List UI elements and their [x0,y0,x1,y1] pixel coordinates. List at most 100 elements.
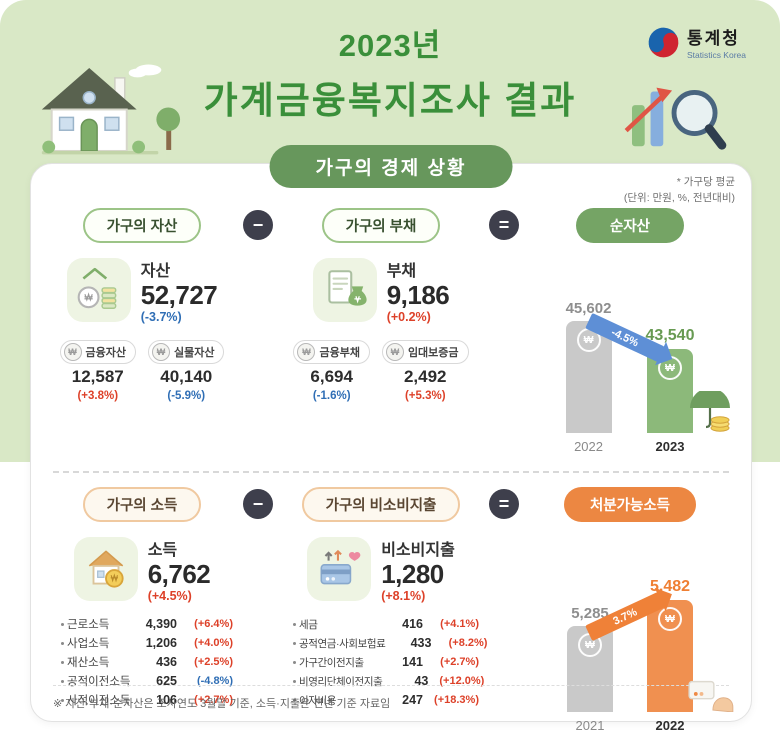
bar-2022: 5,482 ₩ 2022 [647,578,693,734]
expenditure-icon [307,537,372,602]
disposable-income-badge: 처분가능소득 [563,487,697,522]
agency-subtitle: Statistics Korea [686,50,746,60]
bullet-icon [60,622,64,626]
expenditure-breakdown-list: 세금 416 (+4.1%) 공적연금·사회보험료 433 (+8.2%) 가구… [289,615,487,710]
financial-assets-stat: ₩ 금융자산 12,587 (+3.8%) [59,339,136,402]
list-item: 공적연금·사회보험료 433 (+8.2%) [289,634,487,653]
financial-debt-value: 6,694 [310,366,353,386]
list-item: 재산소득 436 (+2.5%) [57,653,233,672]
list-item: 세금 416 (+4.1%) [289,615,479,634]
rental-deposit-label: 임대보증금 [407,346,459,359]
net-assets-chart: 45,602 ₩ 2022 43,540 ₩ 2023 [527,257,733,455]
row-income: 가구의 소득 소득 6,762 (+4.5 [31,487,751,734]
unit-note-line1: * 가구당 평균 [676,176,735,188]
income-label: 소득 [147,542,178,559]
bullet-icon [292,660,296,664]
bar-2022: 45,602 ₩ 2022 [565,300,612,455]
financial-debt-change: (-1.6%) [312,389,351,402]
debt-change: (+0.2%) [386,309,431,324]
section-banner: 가구의 경제 상황 [269,145,513,188]
debt-badge: 가구의 부채 [321,208,441,243]
house-illustration [41,64,181,155]
won-coin-icon: ₩ [385,342,404,361]
umbrella-coins-icon [690,391,730,432]
minus-operator: − [243,489,273,519]
taegeuk-icon [648,27,679,57]
assets-badge: 가구의 자산 [82,208,202,243]
financial-debt-stat: ₩ 금융부채 6,694 (-1.6%) [293,339,370,402]
bar-year-label: 2021 [575,718,605,733]
won-coin-icon: ₩ [658,607,682,631]
real-assets-value: 40,140 [160,366,213,386]
list-item: 가구간이전지출 141 (+2.7%) [289,653,479,672]
bullet-icon [292,679,296,683]
net-assets-badge: 순자산 [575,208,685,243]
footnote: ※ 자산·부채·순자산은 조사연도 3월말 기준, 소득·지출은 전년 기준 자… [53,685,729,711]
debt-section: 가구의 부채 부채 9,186 (+0.2%) [281,208,481,402]
bar-2021: 5,285 ₩ 2021 [567,605,613,734]
bullet-icon [60,660,64,664]
minus-operator: − [243,210,273,240]
rental-deposit-change: (+5.3%) [404,389,446,402]
debt-label: 부채 [386,263,417,280]
income-icon [73,537,138,602]
won-coin-icon: ₩ [152,342,170,361]
real-assets-change: (-5.9%) [167,389,206,402]
income-badge: 가구의 소득 [82,487,202,522]
disposable-income-section: 처분가능소득 5,285 ₩ 2021 5,482 ₩ 20 [527,487,734,734]
page-title: 가계금융복지조사 결과 [203,80,577,121]
dashed-divider [53,471,729,473]
won-coin-icon: ₩ [63,342,82,361]
assets-icon [66,258,131,323]
hand-card-icon [688,680,734,712]
bar-value-label: 45,602 [565,300,612,317]
assets-label: 자산 [140,263,171,280]
debt-value: 9,186 [386,280,450,310]
net-assets-section: 순자산 45,602 ₩ 2022 43,540 ₩ 202 [527,208,733,455]
financial-debt-label: 금융부채 [319,346,360,359]
bullet-icon [60,698,64,702]
expenditure-label: 비소비지출 [381,542,455,559]
financial-assets-label: 금융자산 [85,346,126,359]
real-assets-label: 실물자산 [174,346,215,359]
list-item: 근로소득 4,390 (+6.4%) [57,615,233,634]
income-breakdown-list: 근로소득 4,390 (+6.4%) 사업소득 1,206 (+4.0%) 재산… [57,615,233,710]
income-section: 가구의 소득 소득 6,762 (+4.5 [49,487,235,710]
bullet-icon [292,622,296,626]
expenditure-value: 1,280 [381,559,444,589]
disposable-income-chart: 5,285 ₩ 2021 5,482 ₩ 2022 3. [527,536,734,734]
won-coin-icon: ₩ [297,342,316,361]
row-assets: 가구의 자산 [31,208,751,455]
equals-operator: = [489,489,519,519]
bar-gray: ₩ [567,626,613,712]
bullet-icon [60,679,64,683]
list-item: 사업소득 1,206 (+4.0%) [57,634,233,653]
unit-note: * 가구당 평균 (단위: 만원, %, 전년대비) [624,174,735,207]
page-title-block: 2023년 가계금융복지조사 결과 [0,20,780,124]
magnifier-chart-illustration [624,87,727,150]
financial-assets-change: (+3.8%) [77,389,119,402]
unit-note-line2: (단위: 만원, %, 전년대비) [623,192,735,205]
financial-assets-value: 12,587 [71,366,124,386]
bullet-icon [60,641,64,645]
income-change: (+4.5%) [147,588,192,603]
list-item: 이자비용 247 (+18.3%) [289,691,479,710]
real-assets-stat: ₩ 실물자산 40,140 (-5.9%) [148,339,225,402]
assets-value: 52,727 [140,280,218,310]
debt-icon [312,258,377,323]
agency-name: 통계청 [686,29,740,48]
rental-deposit-stat: ₩ 임대보증금 2,492 (+5.3%) [381,339,469,402]
bar-year-label: 2022 [574,439,603,454]
assets-change: (-3.7%) [140,309,182,324]
bullet-icon [292,641,296,645]
title-year: 2023년 [338,28,442,63]
bar-gray: ₩ [565,321,612,433]
equals-operator: = [489,210,519,240]
bullet-icon [292,698,296,702]
agency-logo: 통계청 Statistics Korea [647,24,746,60]
main-card: 가구의 경제 상황 * 가구당 평균 (단위: 만원, %, 전년대비) 가구의… [30,145,752,733]
bar-year-label: 2022 [655,718,685,733]
list-item: 비영리단체이전지출 43 (+12.0%) [289,672,484,691]
income-value: 6,762 [147,559,211,589]
